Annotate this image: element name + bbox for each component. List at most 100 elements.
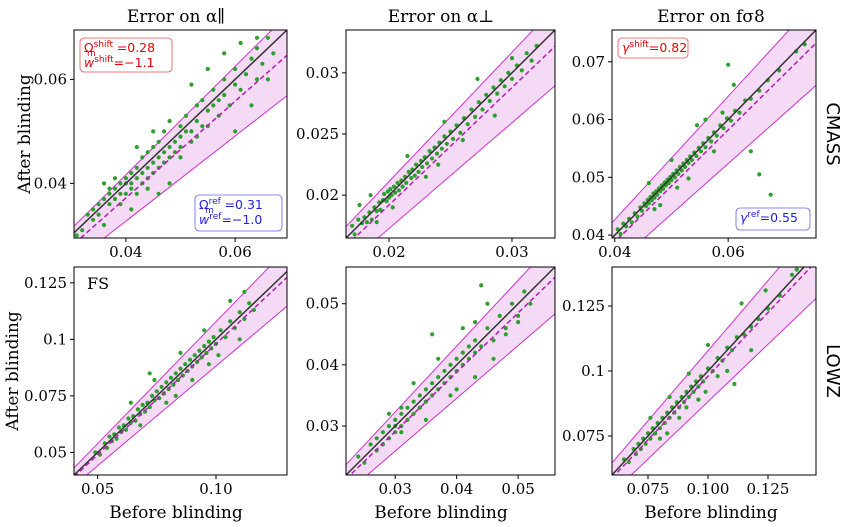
x-tick-label: 0.03 (495, 243, 528, 261)
data-point (411, 381, 416, 386)
shift-params-box (79, 37, 173, 73)
data-point (748, 149, 753, 154)
data-point (134, 165, 139, 170)
fs-label: FS (87, 274, 109, 293)
data-point (154, 389, 159, 394)
data-point (368, 193, 373, 198)
confidence-band (74, 30, 287, 238)
data-point (189, 129, 194, 134)
fit-line (353, 45, 555, 238)
data-point (479, 283, 484, 288)
data-point (476, 100, 481, 105)
fit-line (613, 267, 812, 475)
data-point (703, 389, 708, 394)
data-point (454, 387, 459, 392)
data-point (228, 298, 233, 303)
data-point (676, 171, 681, 176)
y-tick-label: 0.04 (306, 356, 339, 374)
data-point (400, 184, 405, 189)
data-point (200, 124, 205, 129)
data-point (384, 199, 389, 204)
data-point (194, 103, 199, 108)
data-point (386, 411, 392, 416)
data-point (222, 51, 227, 56)
axes-frame (73, 29, 288, 239)
identity-line (74, 270, 287, 475)
data-point (436, 356, 441, 361)
data-point (646, 181, 651, 186)
y-tick-label: 0.1 (581, 362, 605, 380)
data-point (152, 377, 157, 383)
column-title-fsigma8: Error on fσ8 (657, 7, 765, 27)
data-point (222, 77, 227, 82)
confidence-band (612, 267, 816, 475)
data-point (665, 431, 670, 436)
plot-area (346, 30, 555, 238)
data-point (216, 98, 221, 103)
data-point (138, 423, 143, 428)
data-point (238, 87, 243, 92)
data-point (85, 212, 90, 217)
data-point (173, 393, 178, 398)
data-point (145, 150, 150, 155)
data-point (491, 85, 496, 90)
x-tick-label: 0.04 (109, 243, 142, 261)
data-point (357, 202, 362, 208)
data-point (388, 187, 393, 192)
data-point (404, 180, 409, 185)
data-point (123, 191, 128, 196)
data-point (491, 356, 496, 361)
band-lower-edge (103, 95, 287, 238)
data-point (667, 394, 672, 400)
data-point (669, 157, 674, 163)
data-point (162, 129, 167, 134)
data-point (442, 134, 447, 139)
data-point (187, 357, 193, 362)
data-point (101, 222, 107, 228)
data-point (249, 103, 254, 108)
data-point (460, 138, 465, 143)
data-point (495, 91, 500, 96)
data-point (442, 368, 447, 374)
xlabel-col1: Before blinding (109, 503, 243, 523)
data-point (395, 180, 400, 185)
data-point (237, 337, 242, 342)
panel-cmass-fsigma8: 0.04 0.06 0.04 0.05 0.06 0.07 γshift=0.82 γref=… (572, 29, 817, 261)
data-point (265, 35, 270, 40)
data-point (167, 144, 172, 150)
identity-line (346, 30, 555, 238)
data-point (709, 139, 714, 144)
data-point (618, 231, 623, 237)
data-point (249, 56, 254, 61)
data-point (189, 82, 194, 87)
data-point (450, 136, 456, 141)
data-point (167, 118, 172, 124)
data-point (683, 164, 688, 169)
data-point (399, 405, 404, 410)
data-point (118, 191, 123, 196)
data-point (393, 417, 398, 422)
y-tick-label: 0.025 (296, 125, 339, 143)
data-point (485, 301, 490, 306)
data-point (167, 181, 172, 186)
data-point (192, 353, 197, 358)
data-point (439, 146, 444, 151)
data-point (393, 190, 398, 195)
data-point (427, 149, 432, 154)
data-point (205, 66, 210, 72)
data-point (168, 375, 174, 380)
data-point (466, 344, 471, 349)
data-point (200, 98, 205, 103)
data-point (399, 411, 404, 416)
data-point (768, 192, 773, 197)
data-point (265, 77, 270, 82)
data-point (202, 344, 207, 349)
y-tick-label: 0.125 (562, 297, 605, 315)
panel-lowz-alpha-perp: 0.03 0.04 0.05 0.03 0.04 0.05 (306, 266, 556, 498)
data-point (172, 139, 178, 144)
shift-params-box (617, 37, 689, 59)
data-point (145, 165, 150, 170)
data-point (237, 310, 242, 315)
data-point (206, 339, 211, 344)
